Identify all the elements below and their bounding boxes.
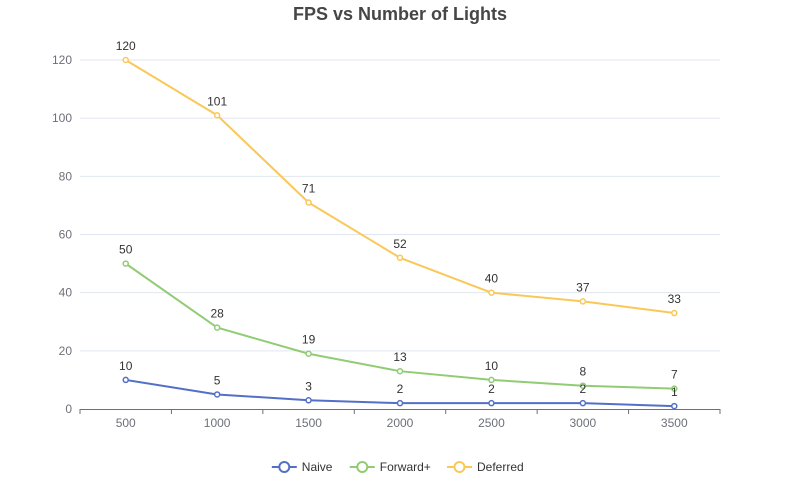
data-label: 19 bbox=[302, 333, 316, 347]
data-label: 71 bbox=[302, 182, 316, 196]
x-tick-label: 1500 bbox=[295, 416, 322, 430]
chart-title: FPS vs Number of Lights bbox=[293, 4, 507, 24]
y-tick-label: 120 bbox=[52, 53, 72, 67]
y-tick-label: 100 bbox=[52, 111, 72, 125]
y-tick-label: 20 bbox=[59, 344, 73, 358]
series-group bbox=[122, 56, 678, 410]
data-label: 2 bbox=[488, 382, 495, 396]
y-tick-label: 60 bbox=[59, 228, 73, 242]
grid-lines bbox=[80, 59, 720, 352]
data-label: 101 bbox=[207, 94, 227, 108]
x-tick-label: 2000 bbox=[387, 416, 414, 430]
data-label: 10 bbox=[119, 359, 133, 373]
data-point[interactable] bbox=[671, 309, 678, 317]
x-tick-label: 3500 bbox=[661, 416, 688, 430]
data-point[interactable] bbox=[488, 289, 495, 296]
y-tick-label: 80 bbox=[59, 169, 73, 183]
data-point[interactable] bbox=[579, 298, 587, 305]
data-label: 8 bbox=[580, 365, 587, 379]
data-label: 40 bbox=[485, 272, 499, 286]
data-point[interactable] bbox=[122, 56, 129, 64]
data-labels: 10 5 3 2 2 2 1 50 28 19 13 10 8 7 120 101 71 52 40 37 33 bbox=[116, 39, 682, 399]
x-tick-label: 500 bbox=[116, 416, 136, 430]
legend: Naive Forward+ Deferred bbox=[271, 460, 524, 474]
x-tick-label: 3000 bbox=[570, 416, 597, 430]
legend-item-deferred[interactable]: Deferred bbox=[447, 460, 524, 474]
legend-item-forward-[interactable]: Forward+ bbox=[349, 460, 431, 474]
data-label: 120 bbox=[116, 39, 136, 53]
data-point[interactable] bbox=[305, 350, 312, 357]
data-point[interactable] bbox=[122, 376, 129, 384]
data-label: 50 bbox=[119, 243, 133, 257]
data-point[interactable] bbox=[213, 324, 221, 331]
legend-label: Forward+ bbox=[380, 460, 431, 474]
legend-marker-icon bbox=[453, 461, 466, 473]
data-point[interactable] bbox=[213, 112, 221, 119]
legend-marker-icon bbox=[278, 461, 291, 473]
x-tick-label: 2500 bbox=[478, 416, 505, 430]
data-label: 1 bbox=[671, 385, 678, 399]
data-point[interactable] bbox=[396, 367, 404, 375]
legend-label: Deferred bbox=[477, 460, 524, 474]
data-point[interactable] bbox=[579, 399, 587, 407]
x-tick-label: 1000 bbox=[204, 416, 231, 430]
data-point[interactable] bbox=[671, 385, 678, 392]
legend-label: Naive bbox=[302, 460, 333, 474]
data-label: 2 bbox=[397, 382, 404, 396]
data-point[interactable] bbox=[396, 399, 404, 407]
data-point[interactable] bbox=[671, 402, 678, 410]
data-point[interactable] bbox=[305, 199, 312, 206]
data-label: 3 bbox=[305, 379, 312, 393]
legend-marker-icon bbox=[356, 461, 369, 473]
data-label: 2 bbox=[580, 382, 587, 396]
data-point[interactable] bbox=[488, 399, 495, 407]
data-point[interactable] bbox=[213, 391, 221, 398]
data-point[interactable] bbox=[122, 260, 129, 267]
legend-item-naive[interactable]: Naive bbox=[271, 460, 333, 474]
data-point[interactable] bbox=[305, 397, 312, 404]
data-label: 37 bbox=[576, 280, 590, 294]
data-point[interactable] bbox=[579, 382, 587, 389]
data-label: 13 bbox=[393, 350, 407, 364]
y-tick-label: 0 bbox=[65, 402, 72, 416]
data-point[interactable] bbox=[396, 254, 404, 262]
data-label: 7 bbox=[671, 368, 678, 382]
data-point[interactable] bbox=[488, 376, 495, 384]
data-label: 28 bbox=[210, 307, 224, 321]
data-label: 52 bbox=[393, 237, 407, 251]
data-label: 33 bbox=[668, 292, 682, 306]
data-label: 10 bbox=[485, 359, 499, 373]
y-tick-label: 40 bbox=[59, 286, 73, 300]
data-label: 5 bbox=[214, 373, 221, 387]
